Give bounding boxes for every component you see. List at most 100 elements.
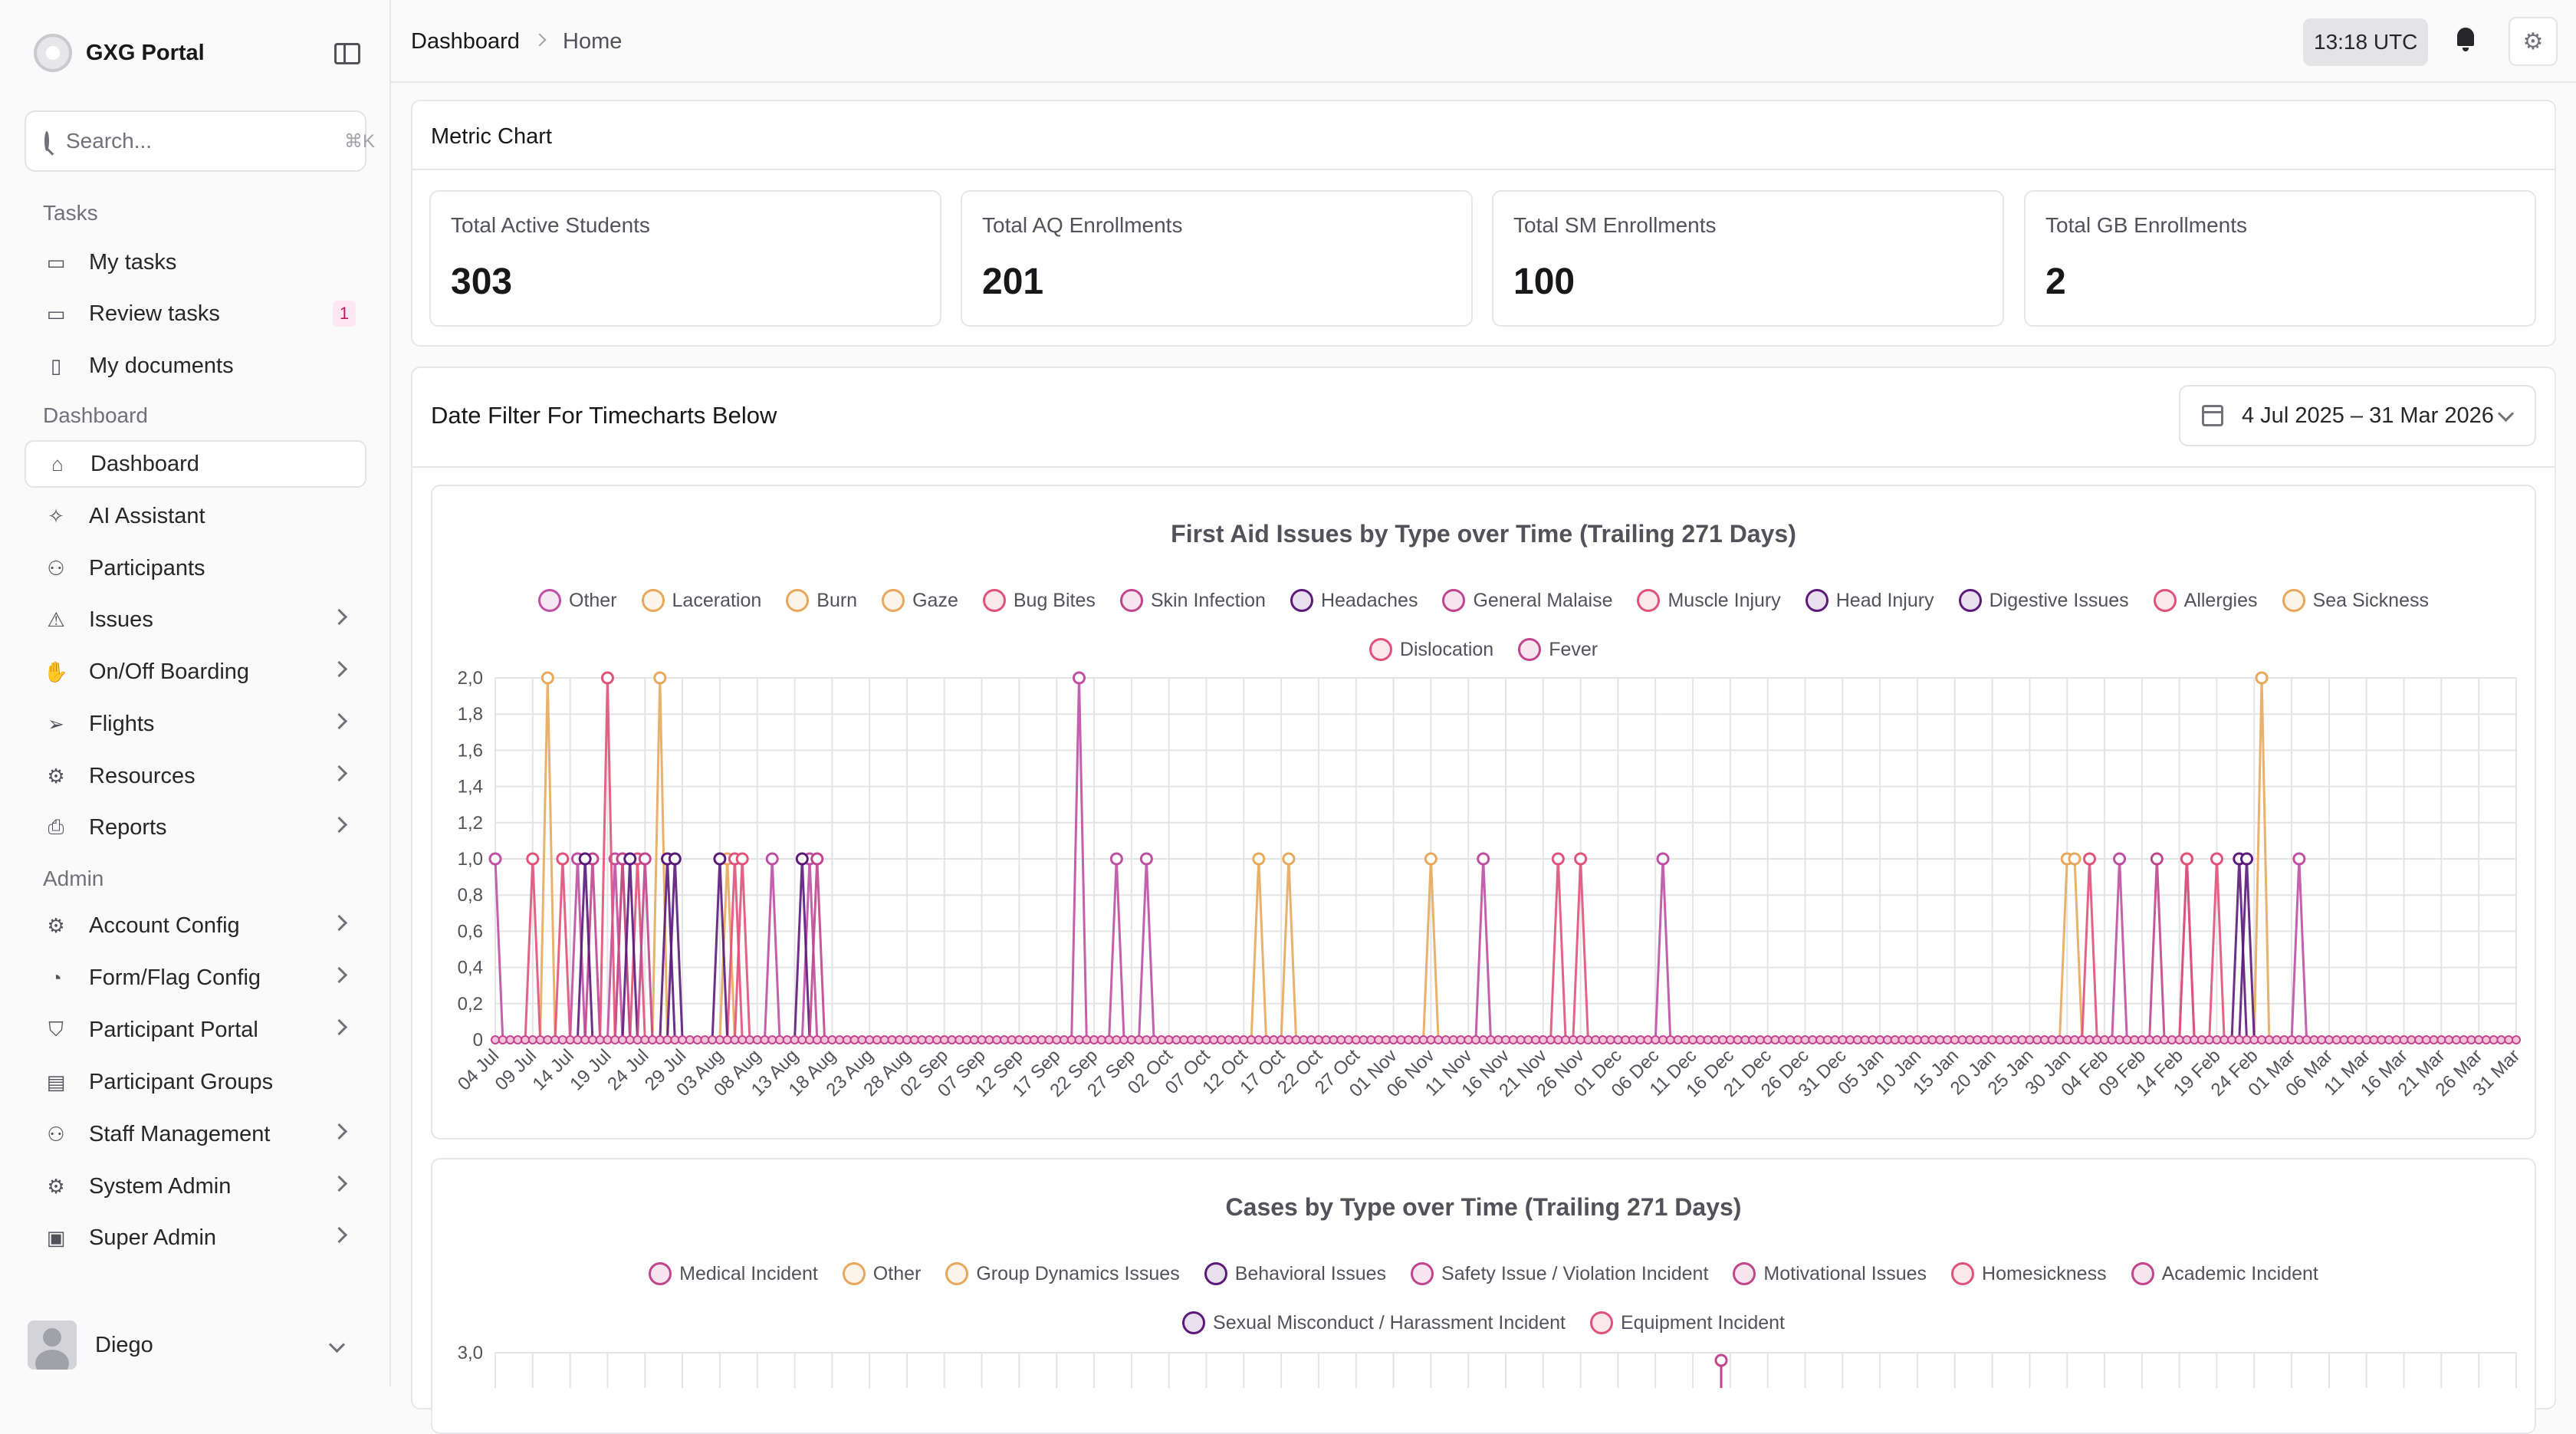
date-range-picker[interactable]: 4 Jul 2025 – 31 Mar 2026 xyxy=(2179,385,2536,446)
sidebar-item-dashboard[interactable]: ⌂ Dashboard xyxy=(25,440,366,488)
legend-label: Motivational Issues xyxy=(1763,1262,1927,1284)
data-point xyxy=(790,1035,800,1044)
bell-icon[interactable] xyxy=(2455,28,2476,51)
sidebar-item-label: Resources xyxy=(89,763,196,788)
legend-item[interactable]: Gaze xyxy=(882,589,958,612)
sidebar-item-resources[interactable]: ⚙ Resources xyxy=(25,752,366,800)
legend-item[interactable]: Dislocation xyxy=(1368,638,1493,661)
data-point xyxy=(2196,1035,2206,1044)
sidebar-item-label: Form/Flag Config xyxy=(89,965,261,990)
sidebar-item-form-flag-config[interactable]: ◔ Form/Flag Config xyxy=(25,954,366,1001)
sidebar-item-label: Staff Management xyxy=(89,1121,271,1146)
legend-item[interactable]: Head Injury xyxy=(1805,589,1934,612)
legend-item[interactable]: Motivational Issues xyxy=(1733,1262,1927,1285)
user-menu[interactable]: Diego xyxy=(28,1321,153,1370)
legend-item[interactable]: Behavioral Issues xyxy=(1204,1262,1386,1285)
sidebar-item-participants[interactable]: ⚇ Participants xyxy=(25,544,366,592)
data-point xyxy=(2481,1035,2491,1044)
legend-item[interactable]: Fever xyxy=(1518,638,1598,661)
legend-item[interactable]: Allergies xyxy=(2153,589,2258,612)
legend-item[interactable]: Sea Sickness xyxy=(2282,589,2429,612)
chevron-right-icon xyxy=(330,765,348,782)
search-box[interactable]: ⌘K xyxy=(25,110,375,172)
sidebar-item-flights[interactable]: ➢ Flights xyxy=(25,700,366,748)
legend-item[interactable]: Academic Incident xyxy=(2131,1262,2318,1285)
sidebar-item-staff-management[interactable]: ⚇ Staff Management xyxy=(25,1110,366,1158)
sidebar-item-label: Review tasks xyxy=(89,301,220,326)
data-point xyxy=(1456,1035,1466,1044)
legend-item[interactable]: Bug Bites xyxy=(982,589,1096,612)
settings-button[interactable]: ⚙ xyxy=(2509,17,2558,66)
data-point xyxy=(2257,1035,2267,1044)
legend-item[interactable]: Sexual Misconduct / Harassment Incident xyxy=(1182,1311,1566,1334)
legend-item[interactable]: Skin Infection xyxy=(1119,589,1266,612)
legend-item[interactable]: Equipment Incident xyxy=(1589,1311,1785,1334)
sidebar-item-issues[interactable]: ⚠ Issues xyxy=(25,596,366,643)
metric-chart-title: Metric Chart xyxy=(431,124,552,149)
sidebar-item-participant-groups[interactable]: ▤ Participant Groups xyxy=(25,1058,366,1106)
sidebar-item-reports[interactable]: ⎙ Reports xyxy=(25,804,366,851)
sidebar-item-participant-portal[interactable]: ⛉ Participant Portal xyxy=(25,1006,366,1054)
legend-item[interactable]: Muscle Injury xyxy=(1637,589,1781,612)
data-point xyxy=(498,1035,508,1044)
breadcrumb-dashboard[interactable]: Dashboard xyxy=(411,29,520,54)
data-point xyxy=(488,852,502,866)
data-point xyxy=(513,1035,523,1044)
sidebar-item-label: Account Config xyxy=(89,913,240,938)
data-point xyxy=(1770,1035,1780,1044)
legend-item[interactable]: Laceration xyxy=(641,589,761,612)
data-point xyxy=(1269,1035,1279,1044)
data-point xyxy=(1935,1035,1945,1044)
data-point xyxy=(1740,1035,1750,1044)
data-point xyxy=(540,671,554,685)
legend-item[interactable]: Other xyxy=(842,1262,921,1285)
data-point xyxy=(1688,1035,1698,1044)
legend-swatch xyxy=(1119,589,1143,612)
data-point xyxy=(2391,1035,2401,1044)
sidebar-item-my-documents[interactable]: ▯ My documents xyxy=(25,342,366,390)
legend-item[interactable]: Medical Incident xyxy=(649,1262,818,1285)
brand-logo-icon xyxy=(34,34,72,72)
legend-item[interactable]: Digestive Issues xyxy=(1958,589,2129,612)
data-point xyxy=(984,1035,994,1044)
legend-swatch xyxy=(1442,589,1466,612)
data-point xyxy=(752,1035,762,1044)
data-point xyxy=(2032,1035,2042,1044)
data-point xyxy=(1656,852,1670,866)
sidebar-item-ai-assistant[interactable]: ✧ AI Assistant xyxy=(25,492,366,540)
topbar: Dashboard Home 13:18 UTC ⚙ xyxy=(391,0,2576,83)
section-tasks: Tasks xyxy=(43,201,98,225)
users-icon: ⚇ xyxy=(47,556,65,580)
sidebar-item-account-config[interactable]: ⚙ Account Config xyxy=(25,902,366,949)
data-point xyxy=(2429,1035,2439,1044)
printer-icon: ⎙ xyxy=(48,815,64,838)
data-point xyxy=(2324,1035,2334,1044)
data-point xyxy=(2083,852,2097,866)
sidebar-item-super-admin[interactable]: ▣ Super Admin xyxy=(25,1214,366,1261)
brand[interactable]: GXG Portal xyxy=(34,34,205,72)
data-point xyxy=(2242,1035,2252,1044)
data-point xyxy=(1531,1035,1541,1044)
data-point xyxy=(1695,1035,1705,1044)
legend-item[interactable]: Homesickness xyxy=(1951,1262,2107,1285)
data-point xyxy=(962,1035,972,1044)
sidebar-item-on-off-boarding[interactable]: ✋ On/Off Boarding xyxy=(25,648,366,696)
sidebar-item-label: On/Off Boarding xyxy=(89,659,250,684)
legend-item[interactable]: Group Dynamics Issues xyxy=(945,1262,1180,1285)
chevron-down-icon[interactable] xyxy=(328,1336,346,1353)
data-point xyxy=(1651,1035,1661,1044)
sidebar-item-review-tasks[interactable]: ▭ Review tasks 1 xyxy=(25,290,366,337)
sidebar-item-my-tasks[interactable]: ▭ My tasks xyxy=(25,238,366,286)
legend-item[interactable]: General Malaise xyxy=(1442,589,1612,612)
data-point xyxy=(1501,1035,1510,1044)
sidebar-item-system-admin[interactable]: ⚙ System Admin xyxy=(25,1163,366,1210)
search-input[interactable] xyxy=(64,128,344,154)
legend-swatch xyxy=(538,589,561,612)
stat-card-gb-enrollments: Total GB Enrollments 2 xyxy=(2024,190,2536,327)
data-point xyxy=(1448,1035,1458,1044)
legend-item[interactable]: Safety Issue / Violation Incident xyxy=(1411,1262,1708,1285)
sidebar-toggle-icon[interactable] xyxy=(334,43,360,64)
legend-item[interactable]: Burn xyxy=(786,589,857,612)
legend-item[interactable]: Other xyxy=(538,589,617,612)
legend-item[interactable]: Headaches xyxy=(1290,589,1418,612)
